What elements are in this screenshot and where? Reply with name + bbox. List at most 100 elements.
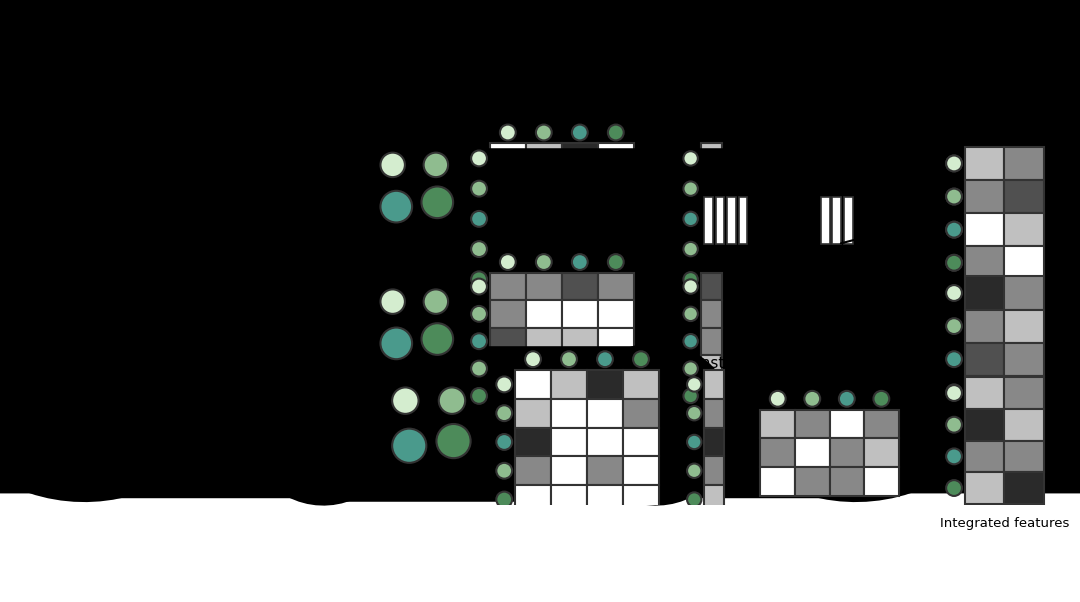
Bar [716, 197, 725, 244]
Bar [701, 234, 723, 264]
Circle shape [471, 241, 487, 257]
Bar [964, 180, 1004, 213]
Bar [623, 370, 659, 399]
Circle shape [421, 187, 454, 218]
Circle shape [423, 290, 448, 314]
Bar [598, 327, 634, 355]
Circle shape [946, 318, 962, 334]
Circle shape [497, 405, 512, 421]
Circle shape [380, 327, 413, 359]
Text: reconstruction error: reconstruction error [367, 370, 525, 385]
Bar [704, 370, 725, 399]
Circle shape [684, 151, 698, 166]
Bar [964, 213, 1004, 246]
Bar [526, 264, 562, 294]
Bar [490, 173, 526, 203]
Circle shape [946, 255, 962, 271]
Circle shape [572, 125, 588, 140]
Circle shape [471, 181, 487, 196]
Bar [526, 300, 562, 327]
Circle shape [687, 377, 701, 391]
Bar [562, 234, 598, 264]
Circle shape [946, 222, 962, 238]
Bar [551, 456, 588, 485]
Circle shape [597, 352, 613, 367]
Bar [701, 173, 723, 203]
Bar [562, 382, 598, 409]
Text: 1×1×P: 1×1×P [818, 181, 859, 194]
Bar [526, 382, 562, 409]
Bar [598, 300, 634, 327]
Bar [526, 143, 562, 173]
Bar [829, 467, 864, 496]
Circle shape [436, 424, 471, 458]
Circle shape [684, 272, 698, 287]
Bar [490, 234, 526, 264]
Bar [704, 427, 725, 456]
Bar [1004, 213, 1044, 246]
Circle shape [684, 212, 698, 226]
Circle shape [946, 417, 962, 433]
Bar [727, 197, 735, 244]
Circle shape [380, 153, 405, 177]
Circle shape [687, 464, 701, 478]
Circle shape [946, 155, 962, 172]
Text: ...: ... [753, 213, 774, 232]
Text: ...: ... [404, 227, 424, 247]
Bar [704, 399, 725, 427]
Text: =: = [672, 427, 697, 456]
Circle shape [500, 125, 516, 140]
Circle shape [946, 480, 962, 496]
Circle shape [684, 361, 698, 376]
Bar [490, 273, 526, 300]
Bar [490, 327, 526, 355]
Circle shape [684, 306, 698, 321]
Circle shape [471, 211, 487, 227]
Bar [964, 409, 1004, 441]
Bar [526, 355, 562, 382]
Bar [515, 399, 551, 427]
Bar [1004, 180, 1044, 213]
Bar [1004, 472, 1044, 504]
Bar [562, 355, 598, 382]
Bar [964, 246, 1004, 279]
Bar [598, 382, 634, 409]
Bar [829, 438, 864, 467]
Bar [704, 456, 725, 485]
Bar [551, 485, 588, 514]
Text: Step 3. Reconstruct the integrated network: Step 3. Reconstruct the integrated netwo… [604, 356, 937, 371]
Bar [964, 441, 1004, 472]
Bar [1004, 343, 1044, 376]
Bar [526, 203, 562, 234]
Bar [701, 273, 723, 300]
Bar [701, 300, 723, 327]
Circle shape [423, 153, 448, 177]
Bar [526, 173, 562, 203]
Bar [704, 197, 713, 244]
Bar [964, 276, 1004, 309]
Bar [760, 467, 795, 496]
Text: Step 4. Minimize the: Step 4. Minimize the [367, 352, 525, 367]
Bar [760, 409, 795, 438]
Bar [701, 327, 723, 355]
Bar [1004, 377, 1044, 409]
Circle shape [684, 279, 698, 294]
Circle shape [471, 272, 487, 287]
Text: ...: ... [918, 213, 940, 232]
Bar [864, 438, 899, 467]
Bar [864, 409, 899, 438]
Bar [1004, 246, 1044, 279]
Text: 1×1×P: 1×1×P [706, 181, 748, 194]
Circle shape [946, 285, 962, 301]
Circle shape [471, 361, 487, 376]
Bar [526, 273, 562, 300]
Circle shape [438, 388, 465, 414]
Bar [490, 300, 526, 327]
Text: $F_{sq}(\cdot)$: $F_{sq}(\cdot)$ [756, 265, 791, 284]
Bar [1004, 441, 1044, 472]
Circle shape [684, 389, 698, 403]
Bar [864, 467, 899, 496]
Circle shape [525, 352, 541, 367]
Bar [551, 399, 588, 427]
Bar [701, 143, 723, 173]
